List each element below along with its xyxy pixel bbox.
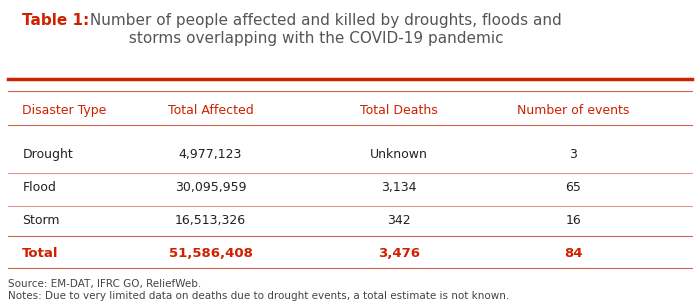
Text: Disaster Type: Disaster Type (22, 104, 106, 117)
Text: Source: EM-DAT, IFRC GO, ReliefWeb.: Source: EM-DAT, IFRC GO, ReliefWeb. (8, 279, 202, 289)
Text: 3,476: 3,476 (378, 247, 420, 260)
Text: Number of people affected and killed by droughts, floods and
         storms ove: Number of people affected and killed by … (85, 13, 562, 46)
Text: Notes: Due to very limited data on deaths due to drought events, a total estimat: Notes: Due to very limited data on death… (8, 291, 510, 301)
Text: Flood: Flood (22, 181, 56, 194)
Text: 342: 342 (387, 214, 411, 227)
Text: 51,586,408: 51,586,408 (169, 247, 253, 260)
Text: Number of events: Number of events (517, 104, 629, 117)
Text: Total Affected: Total Affected (168, 104, 253, 117)
Text: Total Deaths: Total Deaths (360, 104, 438, 117)
Text: 84: 84 (564, 247, 582, 260)
Text: 3: 3 (569, 148, 577, 161)
Text: Table 1:: Table 1: (22, 13, 90, 28)
Text: Unknown: Unknown (370, 148, 428, 161)
Text: Storm: Storm (22, 214, 60, 227)
Text: Drought: Drought (22, 148, 73, 161)
Text: 30,095,959: 30,095,959 (175, 181, 246, 194)
Text: 16: 16 (565, 214, 581, 227)
Text: 65: 65 (565, 181, 581, 194)
Text: 4,977,123: 4,977,123 (179, 148, 242, 161)
Text: 3,134: 3,134 (381, 181, 416, 194)
Text: Total: Total (22, 247, 59, 260)
Text: 16,513,326: 16,513,326 (175, 214, 246, 227)
